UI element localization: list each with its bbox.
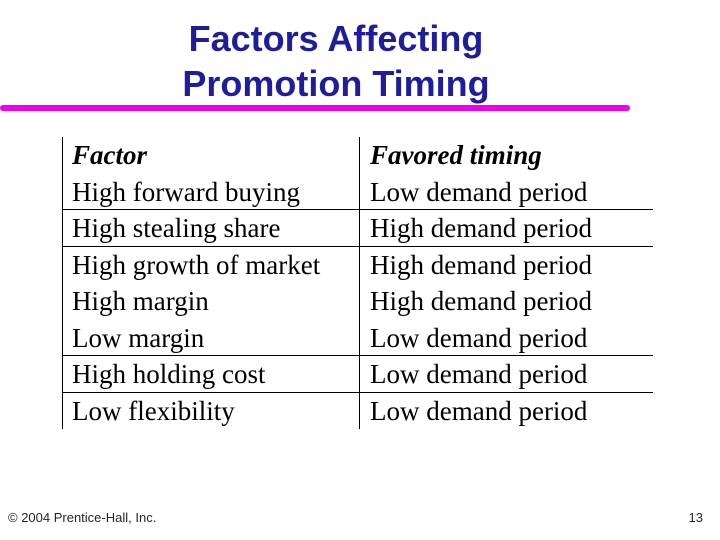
copyright-text: © 2004 Prentice-Hall, Inc. [8, 510, 157, 525]
table-row: High growth of market High demand period [63, 247, 653, 284]
table-row: High forward buying Low demand period [63, 174, 653, 210]
table-row: High stealing share High demand period [63, 210, 653, 247]
factor-cell: High forward buying [72, 176, 300, 207]
factor-cell: High holding cost [72, 359, 266, 389]
page-number: 13 [688, 510, 703, 525]
factor-cell: High growth of market [72, 249, 321, 280]
timing-cell: Low demand period [370, 359, 588, 389]
timing-cell: High demand period [370, 286, 592, 316]
timing-cell: Low demand period [370, 176, 588, 207]
slide-title-line2: Promotion Timing [182, 63, 490, 104]
table-row: High margin High demand period [63, 283, 653, 320]
factor-cell: Low flexibility [72, 395, 235, 426]
table-row: Low flexibility Low demand period [63, 393, 653, 430]
factor-cell: High margin [72, 286, 209, 316]
column-header-factor: Factor [72, 140, 148, 170]
factor-cell: High stealing share [72, 213, 281, 243]
slide-title: Factors Affecting Promotion Timing [0, 16, 672, 106]
table-body: High forward buying Low demand period High… [63, 174, 653, 430]
slide-title-line1: Factors Affecting [188, 18, 484, 59]
table-column-divider [359, 137, 360, 429]
table-header-row: Factor Favored timing [63, 137, 653, 174]
title-underline-rule [0, 105, 630, 111]
timing-cell: High demand period [370, 249, 592, 280]
factors-table: Factor Favored timing High forward buyin… [62, 137, 653, 429]
timing-cell: Low demand period [370, 322, 588, 353]
table-row: High holding cost Low demand period [63, 356, 653, 393]
factor-cell: Low margin [72, 322, 205, 353]
table-row: Low margin Low demand period [63, 320, 653, 356]
column-header-favored-timing: Favored timing [370, 140, 542, 170]
timing-cell: Low demand period [370, 395, 588, 426]
timing-cell: High demand period [370, 213, 592, 243]
